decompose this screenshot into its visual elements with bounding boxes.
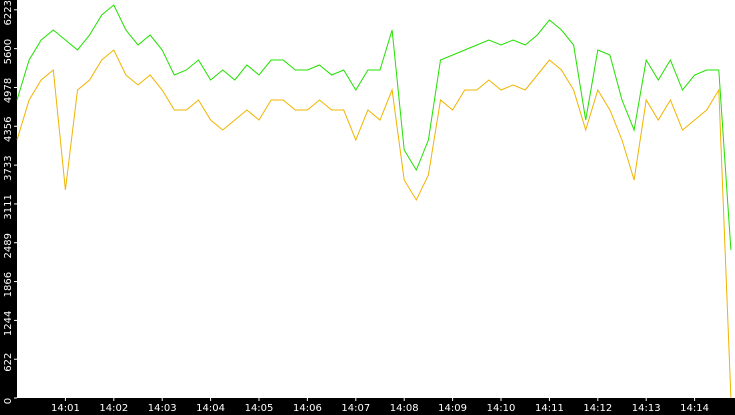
- x-tick-label: 14:14: [680, 403, 709, 414]
- y-tick-label: 2489: [3, 233, 14, 258]
- x-tick-label: 14:01: [51, 403, 80, 414]
- series-line: [16, 49, 732, 399]
- y-tick-label: 3733: [3, 155, 14, 180]
- x-tick-label: 14:06: [293, 403, 322, 414]
- y-axis-band: [0, 0, 17, 415]
- x-tick-label: 14:13: [632, 403, 661, 414]
- x-tick-label: 14:10: [487, 403, 516, 414]
- x-tick-label: 14:12: [583, 403, 612, 414]
- y-tick-label: 1866: [3, 272, 14, 297]
- x-tick-label: 14:08: [390, 403, 419, 414]
- y-tick-label: 4978: [3, 78, 14, 103]
- y-tick-label: 622: [3, 353, 14, 372]
- x-tick-label: 14:09: [438, 403, 467, 414]
- x-tick-label: 14:02: [99, 403, 128, 414]
- x-tick-label: 14:11: [535, 403, 564, 414]
- x-axis-band: [0, 398, 735, 415]
- x-tick-label: 14:04: [196, 403, 225, 414]
- x-tick-label: 14:03: [148, 403, 177, 414]
- y-tick-label: 0: [3, 398, 14, 404]
- y-tick-label: 5600: [3, 39, 14, 64]
- series-line: [16, 4, 732, 251]
- x-tick-label: 14:07: [341, 403, 370, 414]
- y-tick-label: 3111: [3, 194, 14, 219]
- y-tick-label: 6223: [3, 0, 14, 25]
- x-tick-label: 14:05: [245, 403, 274, 414]
- y-tick-label: 4356: [3, 117, 14, 142]
- y-tick-label: 1244: [3, 311, 14, 336]
